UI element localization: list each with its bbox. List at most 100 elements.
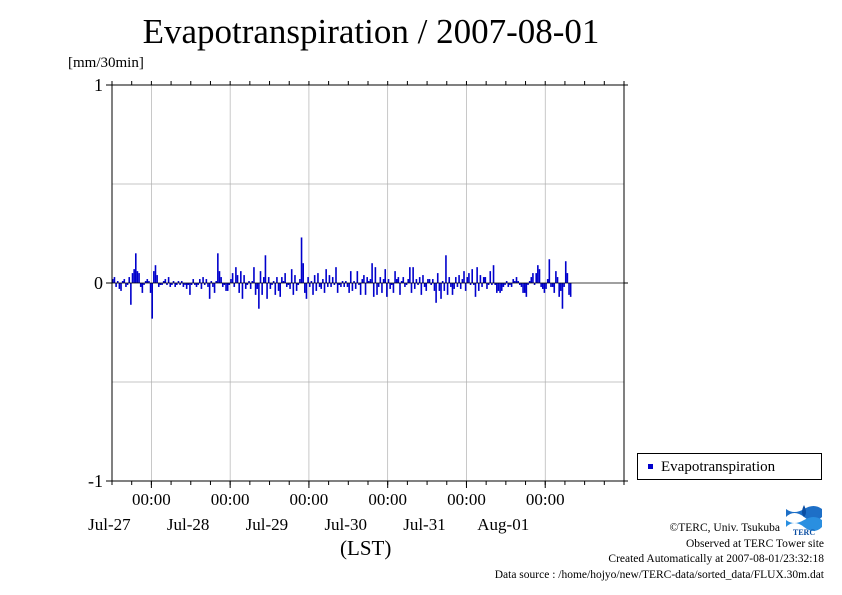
bar — [377, 283, 380, 287]
bar — [297, 283, 300, 285]
created-timestamp-text: Created Automatically at 2007-08-01/23:3… — [608, 553, 824, 565]
bar — [417, 283, 419, 285]
bar — [161, 283, 163, 285]
bar — [372, 283, 375, 297]
bar — [440, 283, 442, 299]
bar — [284, 273, 286, 283]
bar — [399, 283, 401, 295]
bar — [113, 277, 116, 283]
x-tick-time-label: 00:00 — [211, 490, 250, 509]
bar — [221, 283, 224, 287]
bar — [458, 275, 460, 283]
x-axis-title: (LST) — [340, 536, 392, 560]
bar — [318, 283, 321, 287]
bar — [481, 283, 483, 287]
bar — [427, 279, 429, 283]
bar — [274, 283, 277, 295]
bar — [223, 283, 226, 285]
bar — [220, 277, 222, 283]
bar — [148, 281, 150, 283]
bar — [461, 279, 464, 283]
bar — [240, 271, 242, 283]
bar — [228, 283, 231, 285]
bar — [200, 283, 203, 289]
y-tick-label: -1 — [88, 471, 103, 491]
bar — [505, 281, 508, 283]
bar — [471, 269, 474, 283]
bar — [251, 281, 254, 283]
bar — [307, 277, 309, 283]
bar — [217, 253, 219, 283]
bar — [305, 283, 308, 299]
bar — [394, 271, 396, 283]
bar — [131, 273, 134, 283]
bar — [300, 237, 303, 283]
bar — [409, 267, 411, 283]
bar — [413, 283, 416, 289]
bar — [390, 283, 393, 285]
y-axis: -1 0 1 — [88, 75, 628, 491]
bar — [410, 283, 413, 293]
bar — [494, 283, 496, 285]
bar — [527, 283, 529, 285]
bar — [194, 283, 196, 285]
bar — [382, 279, 385, 283]
bar — [205, 279, 208, 283]
bar — [561, 283, 564, 309]
bar — [492, 265, 495, 283]
bar — [279, 283, 282, 297]
bar — [533, 283, 536, 285]
bar — [543, 283, 546, 293]
bar — [264, 255, 267, 283]
bar — [290, 269, 293, 283]
bar — [445, 255, 447, 283]
bar — [231, 273, 234, 283]
bar — [448, 277, 451, 283]
bar — [353, 281, 355, 283]
x-tick-time-label: 00:00 — [447, 490, 486, 509]
bar — [207, 283, 209, 287]
bar — [441, 281, 444, 283]
bar — [354, 283, 357, 289]
bar — [400, 281, 403, 283]
bar — [202, 277, 204, 283]
bar — [236, 275, 239, 283]
bar — [546, 279, 549, 283]
bar — [500, 283, 503, 291]
bar — [133, 269, 135, 283]
bar — [376, 283, 378, 295]
bar — [138, 273, 140, 283]
bar — [238, 283, 240, 293]
bar — [553, 283, 556, 293]
x-tick-time-label: 00:00 — [368, 490, 407, 509]
bar — [336, 283, 339, 293]
credits-block: ©TERC, Univ. Tsukuba Observed at TERC To… — [364, 521, 824, 583]
bar — [210, 281, 213, 283]
bar — [141, 283, 144, 293]
bar — [248, 281, 250, 283]
bar — [125, 283, 127, 287]
bar — [522, 283, 524, 293]
bar — [130, 283, 132, 305]
bar — [198, 279, 201, 283]
bar — [294, 275, 296, 283]
bar — [389, 283, 391, 289]
bar — [479, 275, 482, 283]
bar — [412, 267, 414, 283]
bar — [169, 283, 172, 287]
bar — [486, 283, 488, 289]
bar — [182, 283, 185, 287]
bar — [174, 283, 176, 287]
x-tick-time-label: 00:00 — [290, 490, 329, 509]
bar — [254, 283, 257, 295]
bar — [338, 283, 341, 285]
bar — [218, 271, 221, 283]
bar — [156, 275, 158, 283]
bar — [172, 281, 175, 283]
x-axis: 00:00Jul-2700:00Jul-2800:00Jul-2900:00Ju… — [88, 81, 625, 534]
bar — [432, 279, 434, 283]
bar — [502, 283, 505, 287]
bar — [162, 281, 165, 283]
bar — [348, 283, 350, 293]
bar — [402, 277, 405, 283]
